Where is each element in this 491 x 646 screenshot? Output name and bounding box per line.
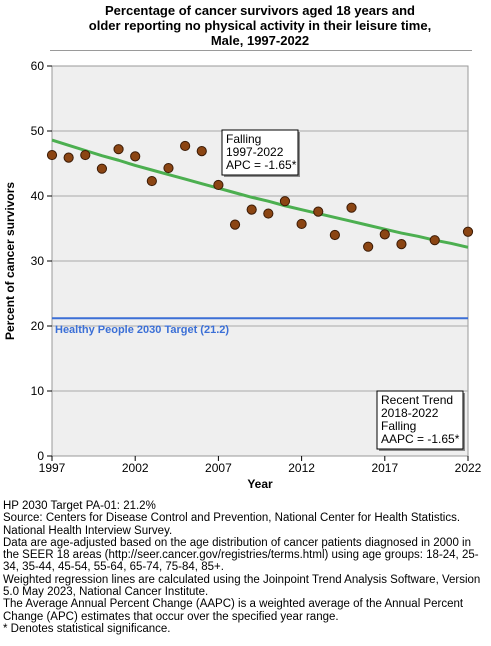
annotation-box bbox=[221, 129, 299, 176]
data-point bbox=[246, 204, 257, 215]
chart-title-line-2: older reporting no physical activity in … bbox=[88, 18, 432, 33]
data-point bbox=[46, 149, 58, 161]
y-axis-label: Percent of cancer survivors bbox=[3, 182, 17, 340]
x-tick-label: 2012 bbox=[288, 461, 315, 475]
x-axis-ticks: 1997 2002 2007 2012 2017 2022 bbox=[39, 456, 482, 475]
data-point bbox=[462, 226, 474, 237]
y-tick-label: 50 bbox=[31, 124, 45, 138]
data-point bbox=[213, 179, 224, 191]
y-tick-label: 20 bbox=[31, 319, 45, 333]
annotation-line: 2018-2022 bbox=[381, 406, 439, 420]
data-point bbox=[63, 152, 74, 163]
annotation-line: Recent Trend bbox=[381, 393, 453, 407]
data-point bbox=[113, 144, 124, 155]
footnote: Weighted regression lines are calculated… bbox=[3, 573, 481, 599]
grid-lines bbox=[52, 130, 468, 392]
footnote: * Denotes statistical significance. bbox=[3, 622, 171, 635]
x-tick-label: 2002 bbox=[122, 461, 149, 475]
data-point bbox=[396, 239, 407, 250]
data-point bbox=[346, 202, 357, 213]
data-point bbox=[363, 241, 374, 252]
x-tick-label: 1997 bbox=[39, 461, 66, 475]
footnote: Data are age-adjusted based on the age d… bbox=[3, 536, 479, 574]
title-divider bbox=[50, 50, 472, 51]
data-point bbox=[313, 206, 324, 217]
data-point bbox=[296, 218, 307, 230]
annotation-line: AAPC = -1.65* bbox=[381, 432, 460, 446]
y-axis-ticks: 0 10 20 30 40 50 60 bbox=[31, 59, 52, 463]
x-tick-label: 2007 bbox=[205, 461, 232, 475]
data-point bbox=[279, 196, 291, 207]
chart-title-line-1: Percentage of cancer survivors aged 18 y… bbox=[105, 3, 415, 18]
target-label: Healthy People 2030 Target (21.2) bbox=[55, 324, 229, 336]
annotation-line: APC = -1.65* bbox=[226, 158, 297, 172]
data-point bbox=[130, 151, 141, 162]
chart-title-line-3: Male, 1997-2022 bbox=[210, 33, 310, 48]
annotation-line: Falling bbox=[226, 132, 261, 146]
chart-title: Percentage of cancer survivors aged 18 y… bbox=[20, 3, 491, 48]
data-point bbox=[379, 229, 390, 240]
annotation-box bbox=[376, 390, 464, 450]
y-tick-label: 30 bbox=[31, 254, 45, 268]
y-tick-label: 10 bbox=[31, 384, 45, 398]
data-point bbox=[96, 163, 108, 174]
annotation-line: 1997-2022 bbox=[226, 145, 284, 159]
data-point bbox=[196, 146, 207, 157]
data-point bbox=[80, 149, 91, 161]
x-tick-label: 2022 bbox=[455, 461, 482, 475]
trend-line bbox=[51, 138, 469, 249]
scatter-chart: 0 10 20 30 40 50 60 1997 2002 2007 2012 2017 2022 H… bbox=[3, 59, 482, 491]
footnote: Source: Centers for Disease Control and … bbox=[3, 512, 461, 537]
data-point bbox=[146, 175, 157, 187]
data-point bbox=[429, 235, 440, 246]
data-point bbox=[163, 162, 174, 174]
footnote: HP 2030 Target PA-01: 21.2% bbox=[3, 500, 156, 512]
x-axis-label: Year bbox=[247, 477, 273, 491]
data-point bbox=[263, 208, 274, 219]
annotation-line: Falling bbox=[381, 419, 416, 433]
data-point bbox=[329, 229, 340, 241]
data-point bbox=[229, 219, 241, 230]
y-tick-label: 0 bbox=[37, 449, 44, 463]
data-points bbox=[46, 140, 474, 252]
footnote: The Average Annual Percent Change (AAPC)… bbox=[3, 598, 464, 623]
y-tick-label: 40 bbox=[31, 189, 45, 203]
footnotes: HP 2030 Target PA-01: 21.2% Source: Cent… bbox=[3, 500, 489, 635]
data-point bbox=[180, 140, 191, 152]
y-tick-label: 60 bbox=[31, 59, 45, 73]
x-tick-label: 2017 bbox=[371, 461, 398, 475]
